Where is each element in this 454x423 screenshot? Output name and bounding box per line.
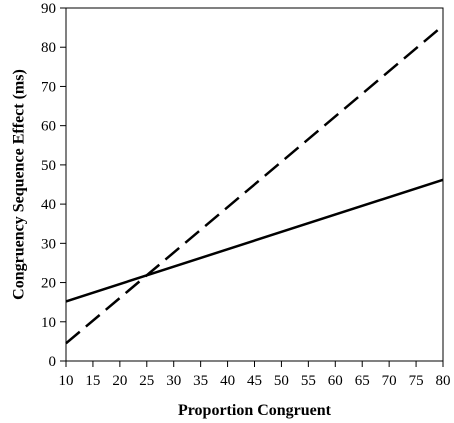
y-tick-label: 80 [41, 40, 56, 56]
x-tick-label: 30 [166, 373, 181, 389]
y-tick-label: 70 [41, 79, 56, 95]
x-tick-label: 35 [193, 373, 208, 389]
series-line-dashed [65, 24, 444, 345]
x-axis-title: Proportion Congruent [178, 402, 332, 419]
x-tick-label: 65 [355, 373, 370, 389]
x-tick-label: 60 [328, 373, 343, 389]
x-tick-label: 20 [112, 373, 127, 389]
y-tick-label: 50 [41, 158, 56, 174]
x-tick-label: 25 [139, 373, 154, 389]
x-tick-label: 50 [274, 373, 289, 389]
y-tick-label: 90 [41, 1, 56, 17]
y-tick-label: 0 [49, 354, 57, 370]
y-axis-title: Congruency Sequence Effect (ms) [11, 69, 28, 300]
series-line-solid [65, 178, 444, 303]
x-tick-label: 75 [409, 373, 424, 389]
y-tick-label: 40 [41, 197, 56, 213]
y-axis-ticks: 0 10 20 30 40 50 60 70 80 90 [41, 1, 66, 370]
x-axis-ticks: 10 15 20 25 30 35 40 45 50 55 60 65 70 75 80 [59, 361, 451, 389]
x-tick-label: 55 [301, 373, 316, 389]
x-tick-label: 10 [59, 373, 74, 389]
x-tick-label: 45 [247, 373, 262, 389]
series-lines [65, 24, 444, 345]
y-tick-label: 60 [41, 119, 56, 135]
x-tick-label: 40 [220, 373, 235, 389]
y-tick-label: 30 [41, 236, 56, 252]
x-tick-label: 15 [85, 373, 100, 389]
y-tick-label: 10 [41, 315, 56, 331]
y-tick-label: 20 [41, 276, 56, 292]
x-tick-label: 80 [436, 373, 451, 389]
x-tick-label: 70 [382, 373, 397, 389]
